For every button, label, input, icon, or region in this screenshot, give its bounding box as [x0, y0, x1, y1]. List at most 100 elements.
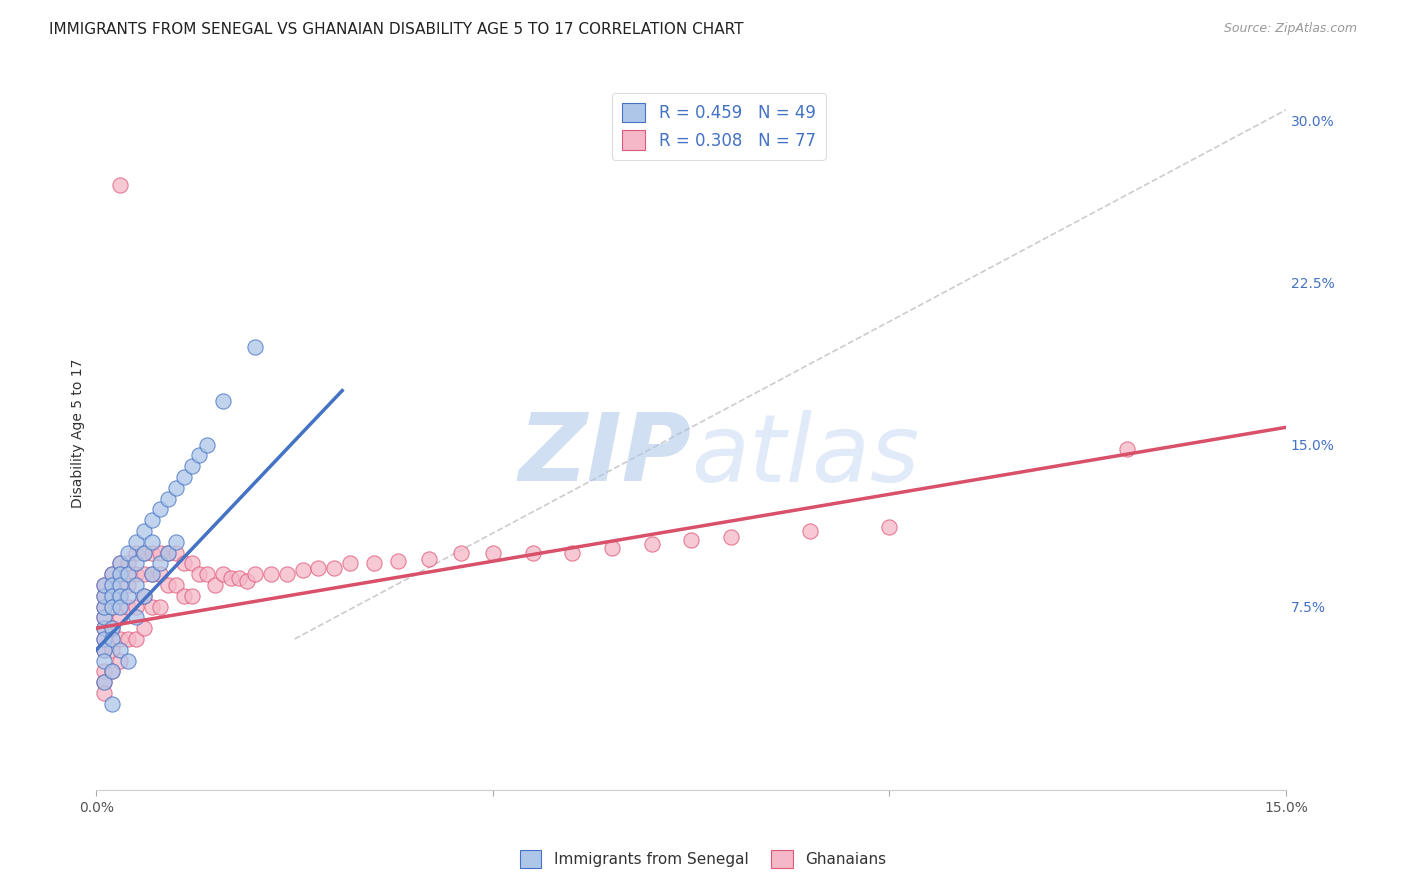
Point — [212, 394, 235, 409]
Point — [141, 534, 163, 549]
Point — [276, 567, 298, 582]
Point — [101, 599, 124, 614]
Point — [93, 621, 115, 635]
Point — [101, 621, 124, 635]
Point — [93, 675, 115, 690]
Point — [93, 654, 115, 668]
Point — [101, 632, 124, 646]
Y-axis label: Disability Age 5 to 17: Disability Age 5 to 17 — [72, 359, 86, 508]
Point — [879, 519, 901, 533]
Point — [363, 557, 385, 571]
Point — [101, 665, 124, 679]
Point — [132, 545, 155, 559]
Point — [418, 552, 440, 566]
Point — [141, 545, 163, 559]
Point — [125, 610, 148, 624]
Point — [93, 642, 115, 657]
Point — [173, 470, 195, 484]
Point — [117, 545, 139, 559]
Point — [108, 567, 131, 582]
Point — [197, 567, 219, 582]
Point — [132, 589, 155, 603]
Legend: Immigrants from Senegal, Ghanaians: Immigrants from Senegal, Ghanaians — [513, 844, 893, 873]
Text: atlas: atlas — [692, 409, 920, 500]
Point — [156, 578, 179, 592]
Point — [93, 589, 115, 603]
Point — [387, 554, 409, 568]
Point — [799, 524, 821, 538]
Point — [156, 545, 179, 559]
Point — [149, 599, 172, 614]
Point — [108, 589, 131, 603]
Point — [108, 599, 131, 614]
Point — [156, 545, 179, 559]
Point — [165, 578, 187, 592]
Point — [101, 567, 124, 582]
Point — [108, 178, 131, 193]
Point — [188, 567, 211, 582]
Text: Source: ZipAtlas.com: Source: ZipAtlas.com — [1223, 22, 1357, 36]
Point — [132, 524, 155, 538]
Point — [117, 578, 139, 592]
Point — [93, 578, 115, 592]
Point — [101, 621, 124, 635]
Point — [180, 589, 202, 603]
Point — [93, 589, 115, 603]
Point — [482, 545, 505, 559]
Point — [260, 567, 283, 582]
Point — [165, 534, 187, 549]
Point — [180, 557, 202, 571]
Point — [125, 578, 148, 592]
Point — [93, 686, 115, 700]
Point — [93, 632, 115, 646]
Point — [117, 589, 139, 603]
Point — [101, 599, 124, 614]
Point — [323, 560, 346, 574]
Point — [156, 491, 179, 506]
Point — [93, 610, 115, 624]
Point — [132, 589, 155, 603]
Point — [125, 567, 148, 582]
Point — [173, 589, 195, 603]
Point — [307, 560, 329, 574]
Point — [236, 574, 259, 588]
Point — [117, 567, 139, 582]
Point — [132, 545, 155, 559]
Point — [149, 502, 172, 516]
Point — [141, 599, 163, 614]
Point — [149, 567, 172, 582]
Point — [117, 599, 139, 614]
Point — [640, 537, 662, 551]
Point — [188, 449, 211, 463]
Point — [108, 557, 131, 571]
Point — [243, 340, 266, 354]
Point — [600, 541, 623, 556]
Point — [108, 567, 131, 582]
Point — [101, 697, 124, 711]
Point — [93, 610, 115, 624]
Point — [219, 572, 242, 586]
Point — [101, 578, 124, 592]
Point — [117, 557, 139, 571]
Point — [108, 632, 131, 646]
Point — [117, 632, 139, 646]
Point — [720, 531, 742, 545]
Point — [108, 642, 131, 657]
Point — [93, 632, 115, 646]
Point — [243, 567, 266, 582]
Point — [141, 567, 163, 582]
Point — [228, 572, 250, 586]
Point — [117, 654, 139, 668]
Point — [141, 567, 163, 582]
Point — [180, 459, 202, 474]
Point — [149, 557, 172, 571]
Point — [1116, 442, 1139, 456]
Point — [101, 665, 124, 679]
Point — [93, 599, 115, 614]
Point — [93, 642, 115, 657]
Point — [132, 621, 155, 635]
Point — [93, 675, 115, 690]
Point — [132, 567, 155, 582]
Point — [197, 437, 219, 451]
Point — [93, 621, 115, 635]
